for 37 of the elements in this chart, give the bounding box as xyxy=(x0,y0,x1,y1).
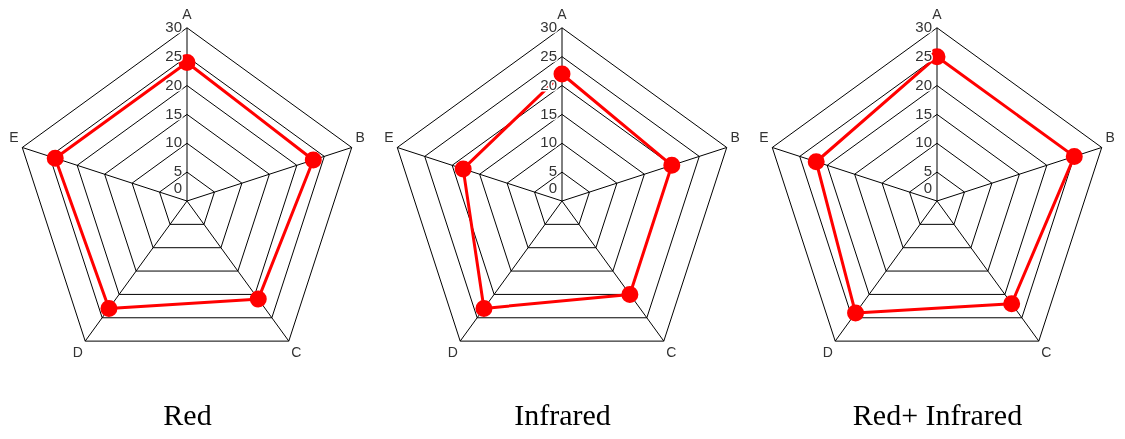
spoke-label: B xyxy=(730,128,740,145)
y-tick-label: 0 xyxy=(173,179,182,197)
y-tick-label: 30 xyxy=(540,17,557,35)
spoke-label: B xyxy=(1105,128,1115,145)
text: Red xyxy=(163,397,212,431)
spoke-label: C xyxy=(291,343,302,360)
spoke-label: E xyxy=(384,128,394,145)
y-tick-label: 5 xyxy=(923,162,932,180)
spoke-label: C xyxy=(1041,343,1052,360)
y-tick-label: 15 xyxy=(915,104,932,122)
y-tick-label: 5 xyxy=(173,162,182,180)
y-tick-label: 20 xyxy=(165,75,182,93)
y-tick-label: 15 xyxy=(165,104,182,122)
y-tick-label: 30 xyxy=(165,17,182,35)
spoke-label: D xyxy=(822,343,833,360)
y-tick-label: 15 xyxy=(540,104,557,122)
text: Red+ Infrared xyxy=(852,397,1023,431)
spoke-label: A xyxy=(182,6,193,23)
y-tick-label: 10 xyxy=(915,133,932,151)
spoke-label: D xyxy=(447,343,458,360)
y-tick-label: 0 xyxy=(923,179,932,197)
spoke-label: A xyxy=(932,6,943,23)
y-tick-label: 10 xyxy=(540,133,557,151)
spoke-label: D xyxy=(72,343,83,360)
y-tick-label: 10 xyxy=(165,133,182,151)
spoke-label: A xyxy=(557,6,568,23)
spoke-label: B xyxy=(355,128,365,145)
spoke-label: E xyxy=(759,128,769,145)
y-tick-label: 25 xyxy=(540,46,557,64)
spoke-label: E xyxy=(9,128,19,145)
y-tick-label: 30 xyxy=(915,17,932,35)
spoke-label: C xyxy=(666,343,677,360)
y-tick-label: 20 xyxy=(915,75,932,93)
y-tick-label: 25 xyxy=(165,46,182,64)
y-tick-label: 0 xyxy=(548,179,557,197)
text: Infrared xyxy=(514,397,611,431)
y-tick-label: 5 xyxy=(548,162,557,180)
